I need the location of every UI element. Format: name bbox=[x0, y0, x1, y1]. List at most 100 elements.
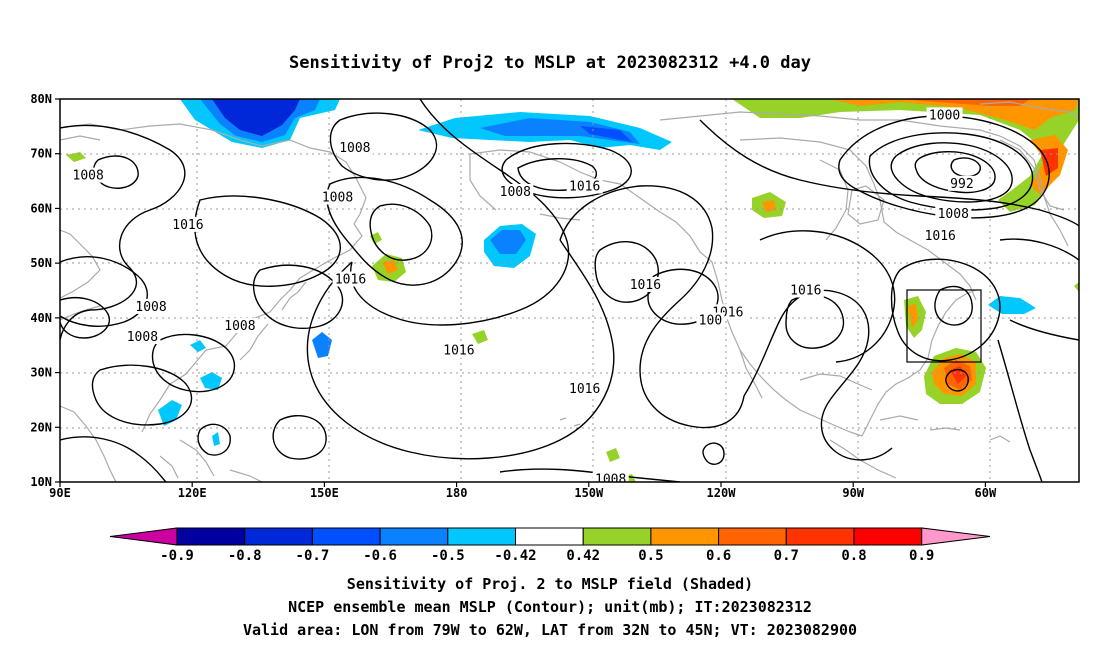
contour-label-bg bbox=[566, 380, 603, 396]
contour-label-bg bbox=[332, 271, 369, 287]
lat-tick-label: 20N bbox=[30, 420, 52, 434]
contour-label-bg bbox=[497, 184, 534, 200]
contour-label-bg bbox=[124, 329, 161, 345]
contour-label-bg bbox=[133, 298, 170, 314]
negative-sensitivity-region bbox=[212, 99, 300, 136]
valid-area-box bbox=[906, 289, 982, 363]
colorbar-low-extend bbox=[109, 527, 178, 546]
lon-tick-label: 90E bbox=[49, 486, 71, 500]
colorbar-swatch bbox=[785, 527, 855, 546]
colorbar-swatch bbox=[582, 527, 652, 546]
contour-label: 1016 bbox=[569, 382, 600, 397]
contour-label: 1008 bbox=[938, 207, 969, 222]
contour-label-bg bbox=[935, 205, 972, 221]
contour-label: 100 bbox=[699, 314, 722, 329]
contour-label: 1016 bbox=[925, 229, 956, 244]
colorbar-swatch bbox=[718, 527, 787, 546]
negative-sensitivity-region bbox=[490, 230, 526, 254]
positive-sensitivity-region bbox=[908, 304, 918, 328]
colorbar-swatch bbox=[379, 527, 449, 546]
contour-label-bg bbox=[169, 216, 206, 232]
lon-tick-label: 180 bbox=[446, 486, 468, 500]
lat-tick-label: 30N bbox=[30, 366, 52, 380]
negative-sensitivity-region bbox=[200, 372, 222, 390]
colorbar-swatch bbox=[515, 527, 584, 546]
lat-tick-label: 40N bbox=[30, 311, 52, 325]
contour-label: 1000 bbox=[929, 108, 960, 123]
colorbar-swatch bbox=[447, 527, 516, 546]
colorbar-label: 0.5 bbox=[638, 548, 663, 564]
negative-sensitivity-region bbox=[480, 118, 640, 144]
lon-tick-label: 120E bbox=[178, 486, 207, 500]
contour-label-bg bbox=[70, 167, 107, 183]
lon-tick-label: 90W bbox=[842, 486, 864, 500]
longitude-axis: 90E 120E 150E 180 150W 120W 90W 60W bbox=[49, 482, 997, 500]
positive-sensitivity-region bbox=[762, 200, 776, 212]
contour-label: 1016 bbox=[172, 218, 203, 233]
negative-sensitivity-region bbox=[312, 332, 332, 358]
mslp-contours bbox=[60, 99, 1079, 482]
positive-sensitivity-region bbox=[1040, 148, 1058, 176]
colorbar: -0.9 -0.8 -0.7 -0.6 -0.5 -0.42 0.42 0.5 0.6 0.7 0.… bbox=[109, 527, 991, 564]
contour-label: 1008 bbox=[224, 319, 255, 334]
contour-label: 1008 bbox=[127, 330, 158, 345]
lat-tick-label: 50N bbox=[30, 256, 52, 270]
colorbar-label: -0.9 bbox=[160, 548, 194, 564]
lat-tick-label: 80N bbox=[30, 92, 52, 106]
footer-line-1: Sensitivity of Proj. 2 to MSLP field (Sh… bbox=[347, 575, 753, 593]
lon-tick-label: 120W bbox=[707, 486, 737, 500]
colorbar-swatch bbox=[311, 527, 381, 546]
contour-label: 1008 bbox=[135, 300, 166, 315]
lat-tick-label: 10N bbox=[30, 475, 52, 489]
figure-title: Sensitivity of Proj2 to MSLP at 20230823… bbox=[289, 53, 811, 73]
contour-label: 1008 bbox=[500, 185, 531, 200]
map-frame bbox=[59, 98, 1080, 483]
contour-label-bg bbox=[319, 189, 356, 205]
lat-lon-grid bbox=[60, 99, 1079, 482]
negative-sensitivity-region bbox=[212, 432, 220, 446]
contour-label: 1016 bbox=[569, 180, 600, 195]
contour-labels: 1008 1008 1008 1016 1016 1008 1008 1008 1008 1016… bbox=[70, 107, 976, 487]
colorbar-label: -0.7 bbox=[296, 548, 330, 564]
positive-sensitivity-region bbox=[66, 152, 86, 162]
contour-label: 1016 bbox=[630, 278, 661, 293]
colorbar-label: -0.42 bbox=[494, 548, 536, 564]
contour-label: 1008 bbox=[595, 472, 626, 487]
latitude-axis: 80N 70N 60N 50N 40N 30N 20N 10N bbox=[30, 92, 60, 489]
contour-label-bg bbox=[696, 312, 725, 328]
lon-tick-label: 150W bbox=[574, 486, 604, 500]
contour-label-bg bbox=[566, 178, 603, 194]
colorbar-high-extend bbox=[921, 527, 991, 546]
colorbar-label: 0.7 bbox=[774, 548, 799, 564]
contour-label-bg bbox=[627, 277, 664, 293]
contour-label: 1016 bbox=[790, 284, 821, 299]
colorbar-swatch bbox=[176, 527, 246, 546]
contour-label: 1016 bbox=[443, 344, 474, 359]
lon-tick-label: 150E bbox=[310, 486, 339, 500]
positive-sensitivity-region bbox=[900, 99, 1030, 106]
contour-label-bg bbox=[947, 175, 976, 191]
positive-sensitivity-region bbox=[1074, 282, 1079, 292]
contour-label-bg bbox=[787, 282, 824, 298]
contour-label: 992 bbox=[950, 177, 973, 192]
contour-label-bg bbox=[336, 140, 373, 156]
colorbar-label: 0.6 bbox=[706, 548, 731, 564]
lat-tick-label: 60N bbox=[30, 201, 52, 215]
colorbar-swatch bbox=[853, 527, 923, 546]
coastlines bbox=[60, 101, 1079, 482]
colorbar-label: -0.8 bbox=[228, 548, 262, 564]
colorbar-label: 0.8 bbox=[841, 548, 866, 564]
contour-label: 1016 bbox=[335, 273, 366, 288]
lat-tick-label: 70N bbox=[30, 147, 52, 161]
negative-sensitivity-region bbox=[190, 340, 206, 352]
contour-label-bg bbox=[926, 107, 963, 123]
contour-label: 1008 bbox=[322, 190, 353, 205]
contour-label-bg bbox=[922, 227, 959, 243]
contour-label: 1008 bbox=[339, 141, 370, 156]
colorbar-swatch bbox=[650, 527, 720, 546]
footer-line-3: Valid area: LON from 79W to 62W, LAT fro… bbox=[243, 621, 857, 639]
colorbar-label: -0.6 bbox=[363, 548, 397, 564]
colorbar-label: 0.9 bbox=[909, 548, 934, 564]
lon-tick-label: 60W bbox=[975, 486, 997, 500]
